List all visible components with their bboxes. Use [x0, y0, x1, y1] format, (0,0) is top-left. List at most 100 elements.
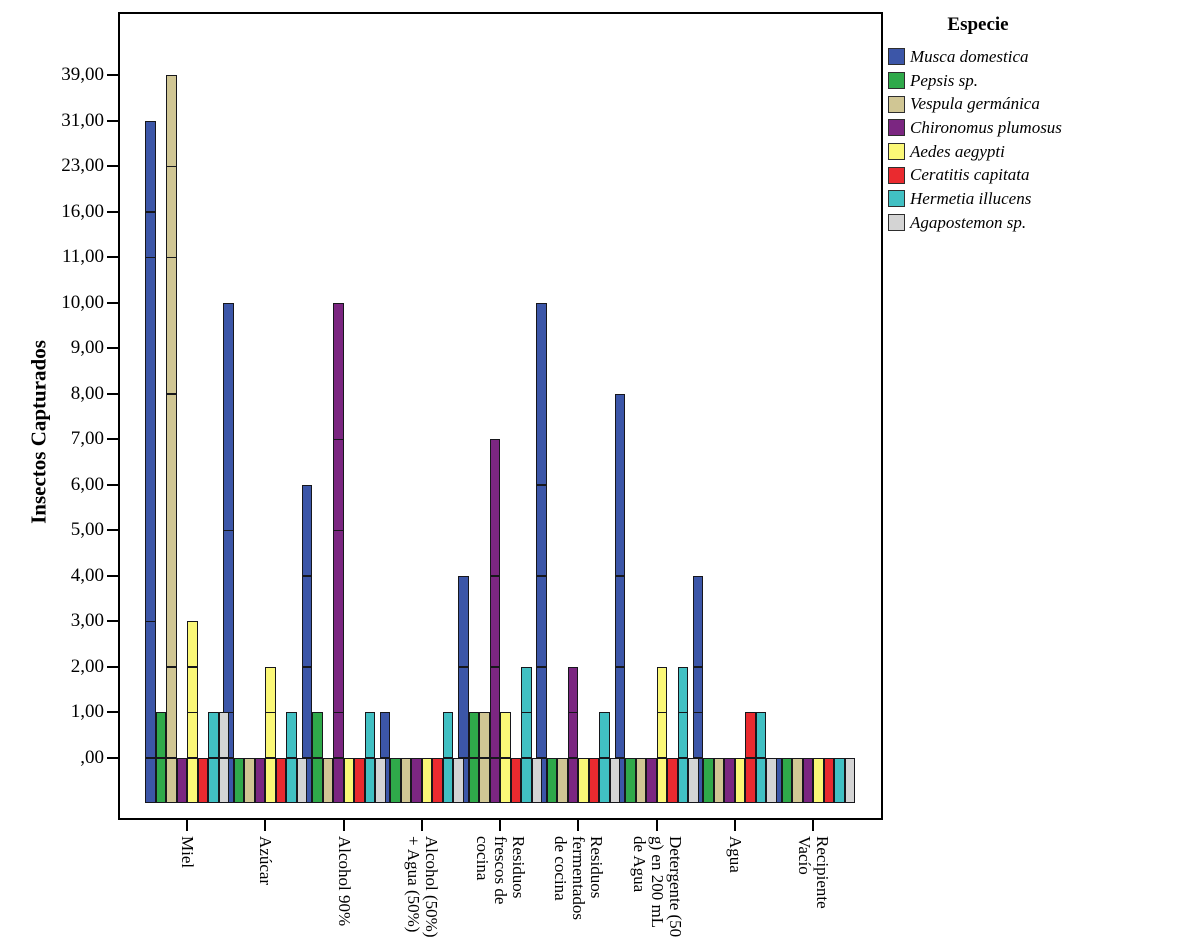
bar [343, 757, 355, 803]
bar [411, 757, 422, 803]
bar-segment-line [188, 711, 197, 713]
bar [208, 712, 219, 803]
bar [301, 484, 313, 803]
bar-segment-line [146, 757, 155, 759]
x-tick-mark [733, 820, 736, 831]
bar [567, 666, 579, 803]
bar-segment-line [480, 757, 489, 759]
bar [599, 712, 610, 803]
bar-segment-line [334, 529, 343, 531]
bar-segment-line [146, 211, 155, 213]
bar [635, 757, 647, 803]
y-tick-mark [107, 119, 118, 122]
y-tick-label: 7,00 [70, 428, 104, 449]
bar [578, 757, 589, 803]
bar [479, 712, 490, 803]
bar [254, 757, 266, 803]
bar [609, 757, 621, 803]
bar-segment-line [568, 757, 578, 759]
legend-item: Hermetia illucens [888, 187, 1108, 211]
y-tick-mark [107, 756, 118, 759]
bar-segment-line [657, 711, 667, 713]
bar [375, 757, 386, 803]
bar [265, 666, 276, 803]
y-tick-label: 8,00 [70, 382, 104, 404]
y-tick-label: ,00 [80, 746, 104, 768]
legend-item: Musca domestica [888, 45, 1108, 69]
bar-segment-line [219, 757, 229, 759]
bar-segment-line [146, 620, 155, 622]
y-tick-label: 1,00 [70, 701, 104, 722]
legend-label: Musca domestica [910, 46, 1029, 66]
bar-segment-line [146, 256, 155, 258]
bar-segment-line [469, 757, 479, 759]
y-axis-title: Insectos Capturados [26, 340, 51, 524]
bar [233, 757, 245, 803]
bar-segment-line [522, 711, 531, 713]
legend-label: Agapostemon sp. [910, 212, 1027, 232]
x-tick-mark [812, 820, 815, 831]
bar-segment-line [501, 757, 510, 759]
bar [755, 712, 767, 803]
x-category-label: Residuos fermentados de cocina [551, 836, 607, 921]
bar [546, 757, 558, 803]
y-tick-mark [107, 620, 118, 622]
legend-label: Chironomus plumosus [910, 117, 1062, 137]
bar [390, 757, 401, 803]
bar [745, 712, 756, 803]
bar-segment-line [156, 757, 166, 759]
bar-segment-line [209, 757, 218, 759]
bar [322, 757, 334, 803]
bar [354, 757, 365, 803]
bar [625, 757, 636, 803]
bar [187, 621, 198, 803]
bar-segment-line [334, 438, 343, 440]
y-tick-mark [107, 529, 118, 531]
y-tick-mark [107, 165, 118, 167]
bar-segment-line [490, 575, 500, 577]
bar [312, 712, 323, 803]
y-tick-label: 6,00 [70, 473, 104, 495]
bar-segment-line [537, 575, 546, 577]
x-tick-mark [186, 820, 189, 831]
y-tick-label: 9,00 [70, 337, 104, 358]
bar [802, 757, 814, 803]
bar [677, 666, 689, 803]
x-category-label: Miel [178, 836, 198, 869]
bar [823, 757, 835, 803]
bar-segment-line [167, 666, 176, 668]
bar-segment-line [600, 757, 609, 759]
legend-swatch [888, 143, 905, 161]
y-tick-label: 5,00 [70, 519, 104, 540]
bar [500, 712, 511, 803]
bar [453, 757, 464, 803]
bar [166, 75, 177, 803]
bar [244, 757, 255, 803]
bar-segment-line [746, 757, 755, 759]
bar [286, 712, 297, 803]
bar-segment-line [313, 757, 322, 759]
bar [792, 757, 803, 803]
bar-segment-line [167, 165, 176, 167]
bar-segment-line [615, 575, 625, 577]
bar-segment-line [693, 711, 703, 713]
bar [844, 757, 856, 803]
y-tick-mark [107, 574, 118, 577]
legend-swatch [888, 214, 905, 232]
bar-segment-line [522, 757, 531, 759]
bar [510, 757, 522, 803]
y-tick-mark [107, 256, 118, 258]
bar-segment-line [537, 666, 546, 668]
bar [468, 712, 480, 803]
bar-segment-line [490, 666, 500, 668]
bar-segment-line [657, 757, 667, 759]
bar-segment-line [365, 757, 375, 759]
bar [557, 757, 568, 803]
bar [688, 757, 699, 803]
legend-swatch [888, 95, 905, 113]
legend-item: Vespula germánica [888, 92, 1108, 116]
bar [521, 666, 532, 803]
y-tick-mark [107, 711, 118, 713]
y-tick-label: 2,00 [70, 655, 104, 677]
